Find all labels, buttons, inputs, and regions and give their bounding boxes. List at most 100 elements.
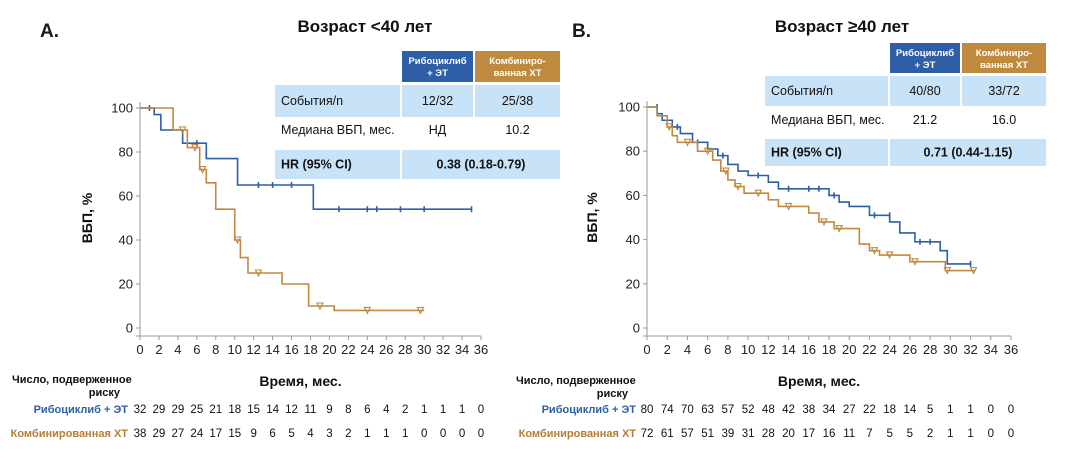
x-tick-label: 36: [1004, 342, 1018, 357]
censor-mark: [943, 266, 952, 275]
risk-count: 1: [947, 428, 953, 440]
x-tick-label: 22: [862, 342, 876, 357]
risk-count: 34: [823, 404, 836, 416]
table-header-label: ванная ХТ: [980, 60, 1028, 71]
table-cell: [402, 150, 560, 179]
risk-count: 21: [209, 404, 222, 416]
censor-mark: [870, 247, 879, 255]
x-tick-label: 36: [474, 342, 488, 357]
panel-letter: A.: [40, 21, 59, 42]
events-label: События/n: [281, 94, 343, 108]
panel-a: A. Возраст <40 лет Рибоциклиб+ ЭТ Комбиниро…: [11, 17, 560, 440]
censor-mark: [721, 167, 730, 176]
events-chemo: 25/38: [502, 94, 533, 108]
x-tick-label: 16: [802, 342, 816, 357]
censor-mark: [885, 251, 894, 260]
risk-count: 52: [742, 404, 755, 416]
risk-count: 2: [345, 428, 351, 440]
y-tick-label: 60: [626, 188, 640, 203]
y-tick-label: 100: [111, 101, 133, 116]
y-tick-label: 40: [626, 232, 640, 247]
median-ribociclib: 21.2: [913, 113, 937, 127]
events-label: События/n: [771, 84, 833, 98]
x-tick-label: 30: [943, 342, 957, 357]
x-tick-label: 24: [360, 342, 374, 357]
risk-count: 31: [742, 428, 755, 440]
risk-count: 1: [364, 428, 370, 440]
risk-count: 24: [190, 428, 203, 440]
events-ribociclib: 12/32: [422, 94, 453, 108]
y-tick-label: 20: [119, 277, 133, 292]
risk-count: 1: [421, 404, 427, 416]
median-chemo: 16.0: [992, 113, 1016, 127]
risk-count: 0: [988, 428, 994, 440]
risk-count: 18: [228, 404, 241, 416]
risk-count: 8: [345, 404, 351, 416]
y-axis-title: ВБП, %: [79, 192, 95, 243]
x-tick-label: 30: [417, 342, 431, 357]
x-tick-label: 32: [436, 342, 450, 357]
censor-mark: [969, 266, 978, 275]
censor-mark: [665, 123, 674, 132]
risk-count: 38: [802, 404, 815, 416]
risk-label-chemo: Комбинированная ХТ: [11, 428, 129, 440]
x-tick-label: 8: [724, 342, 731, 357]
ribociclib-curve: [140, 107, 472, 210]
risk-count: 57: [681, 428, 694, 440]
risk-count: 63: [701, 404, 714, 416]
risk-count: 29: [153, 428, 166, 440]
x-tick-label: 6: [193, 342, 200, 357]
risk-count: 48: [762, 404, 775, 416]
risk-count: 27: [171, 428, 184, 440]
y-axis-title: ВБП, %: [584, 192, 600, 243]
table-header-label: Комбиниро-: [976, 48, 1032, 59]
risk-count: 0: [440, 428, 446, 440]
risk-count: 16: [823, 428, 836, 440]
risk-count: 42: [782, 404, 795, 416]
table-header-label: Рибоциклиб: [896, 48, 954, 59]
median-pfs-label: Медиана ВБП, мес.: [771, 113, 885, 127]
x-tick-label: 20: [322, 342, 336, 357]
censor-mark: [198, 166, 207, 174]
hr-label: HR (95% CI): [281, 158, 352, 172]
x-tick-label: 28: [923, 342, 937, 357]
median-chemo: 10.2: [505, 123, 529, 137]
risk-count: 1: [383, 428, 389, 440]
x-tick-label: 4: [684, 342, 691, 357]
table-cell: [890, 139, 1046, 166]
risk-count: 9: [326, 404, 332, 416]
table-cell: [765, 139, 888, 166]
x-tick-label: 12: [761, 342, 775, 357]
risk-count: 11: [305, 404, 317, 416]
table-header-label: ванная ХТ: [493, 68, 541, 79]
risk-count: 17: [209, 428, 222, 440]
risk-count: 1: [967, 428, 973, 440]
censor-mark: [416, 306, 425, 315]
x-axis-title: Время, мес.: [778, 373, 860, 389]
x-tick-label: 14: [265, 342, 279, 357]
risk-count: 57: [721, 404, 734, 416]
risk-count: 25: [190, 404, 203, 416]
hr-value: 0.71 (0.44-1.15): [924, 146, 1013, 160]
table-header-ribociclib: [402, 51, 473, 82]
censor-mark: [683, 138, 692, 147]
y-tick-label: 80: [119, 145, 133, 160]
chart-title: Возраст <40 лет: [298, 17, 433, 36]
risk-count: 39: [721, 428, 734, 440]
ribociclib-curve: [647, 106, 971, 265]
risk-count: 12: [285, 404, 298, 416]
x-tick-label: 10: [227, 342, 241, 357]
x-tick-label: 18: [822, 342, 836, 357]
y-tick-label: 40: [119, 233, 133, 248]
table-header-label: + ЭТ: [427, 68, 448, 79]
risk-count: 0: [421, 428, 427, 440]
risk-count: 29: [171, 404, 184, 416]
x-tick-label: 34: [455, 342, 469, 357]
x-tick-label: 26: [379, 342, 393, 357]
risk-count: 0: [478, 428, 484, 440]
table-cell: [402, 85, 473, 117]
risk-count: 20: [782, 428, 795, 440]
risk-count: 22: [863, 404, 876, 416]
censor-mark: [233, 236, 242, 245]
